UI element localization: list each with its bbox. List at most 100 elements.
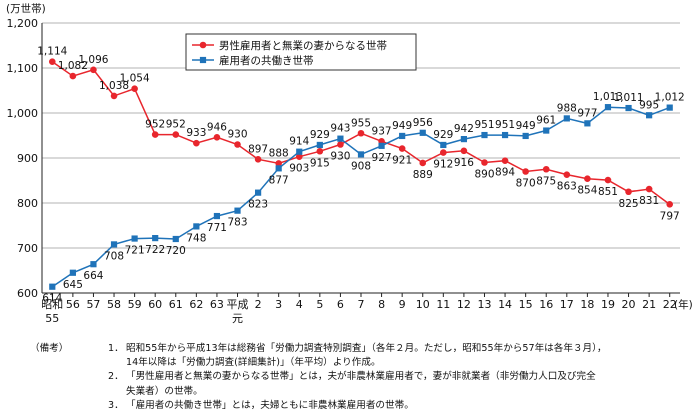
data-point-male-earner	[460, 147, 468, 155]
data-point-male-earner	[295, 153, 303, 160]
data-point-male-earner	[316, 147, 324, 155]
data-label: 930	[330, 151, 350, 163]
legend-label: 男性雇用者と無業の妻からなる世帯	[219, 39, 387, 52]
data-point-male-earner	[440, 149, 447, 156]
x-tick-label: 62	[189, 298, 203, 311]
x-tick-label: 2	[255, 298, 262, 311]
data-point-dual-earner	[316, 141, 323, 149]
data-label: 995	[639, 99, 659, 111]
data-point-dual-earner	[543, 127, 550, 134]
data-point-male-earner	[48, 58, 56, 65]
data-point-male-earner	[501, 157, 509, 164]
data-point-male-earner	[213, 134, 221, 141]
note-text-continued: 14年以降は「労働力調査(詳細集計)」（年平均）より作成。	[126, 357, 381, 369]
x-tick-label: 3	[275, 298, 282, 311]
x-tick-label: 元	[232, 312, 243, 325]
x-tick-label: 55	[45, 312, 59, 325]
data-label: 708	[104, 250, 124, 262]
data-point-dual-earner	[666, 104, 673, 111]
x-tick-label: 14	[498, 298, 512, 311]
x-tick-label: 6	[337, 298, 344, 311]
x-tick-label: 17	[560, 298, 574, 311]
data-point-dual-earner	[213, 212, 221, 220]
data-label: 720	[166, 245, 186, 257]
legend-label: 雇用者の共働き世帯	[219, 54, 314, 67]
data-point-male-earner	[625, 188, 632, 196]
data-label: 645	[63, 279, 83, 291]
legend-marker-circle	[199, 41, 207, 49]
data-label: 1,012	[655, 92, 685, 104]
x-tick-label: 12	[457, 298, 471, 311]
data-label: 949	[516, 120, 536, 132]
data-point-male-earner	[563, 171, 571, 178]
x-axis-label: (年)	[674, 298, 693, 311]
series-layer	[48, 58, 674, 290]
data-point-dual-earner	[501, 131, 509, 139]
data-label: 875	[536, 175, 556, 187]
data-point-male-earner	[254, 156, 262, 163]
x-tick-label: 4	[296, 298, 303, 311]
data-point-dual-earner	[49, 283, 56, 290]
data-label: 952	[166, 119, 186, 131]
x-tick-label: 5	[316, 298, 323, 311]
data-point-male-earner	[193, 139, 200, 147]
data-label: 748	[186, 232, 206, 244]
data-point-male-earner	[481, 159, 488, 166]
legend-box	[185, 33, 417, 71]
data-label: 1,038	[99, 80, 129, 92]
data-label: 823	[248, 199, 268, 211]
data-point-male-earner	[666, 201, 674, 208]
data-label: 951	[495, 119, 515, 131]
data-point-dual-earner	[378, 142, 385, 149]
data-label: 937	[372, 125, 392, 137]
data-point-dual-earner	[69, 269, 76, 276]
y-tick-label: 700	[17, 242, 38, 255]
data-label: 854	[577, 185, 597, 197]
data-point-dual-earner	[90, 261, 97, 268]
y-tick-label: 1,100	[7, 62, 39, 75]
x-tick-label: 昭和	[41, 298, 63, 311]
data-label: 664	[83, 270, 103, 282]
x-tick-label: 18	[580, 298, 594, 311]
x-tick-label: 16	[539, 298, 553, 311]
data-point-dual-earner	[152, 235, 159, 242]
data-label: 929	[310, 129, 330, 141]
data-point-male-earner	[151, 131, 159, 138]
data-point-male-earner	[522, 168, 529, 175]
data-label: 933	[186, 127, 206, 139]
data-label: 722	[145, 244, 165, 256]
data-point-male-earner	[234, 141, 241, 148]
x-tick-label: 11	[436, 298, 450, 311]
data-point-dual-earner	[172, 235, 179, 243]
y-tick-label: 600	[17, 287, 38, 300]
x-tick-label: 58	[107, 298, 121, 311]
data-point-male-earner	[90, 66, 97, 74]
x-tick-label: 21	[642, 298, 656, 311]
data-point-male-earner	[357, 129, 365, 137]
data-label: 783	[227, 217, 247, 229]
data-label: 1,054	[120, 73, 150, 85]
data-label: 889	[413, 169, 433, 181]
data-label: 914	[289, 136, 309, 148]
data-label: 614	[42, 293, 62, 305]
data-point-male-earner	[584, 175, 591, 182]
data-label: 771	[207, 222, 227, 234]
data-label: 952	[145, 119, 165, 131]
data-point-dual-earner	[604, 104, 612, 111]
x-tick-label: 22	[663, 298, 677, 311]
y-axis-label: (万世帯)	[6, 2, 46, 15]
data-point-dual-earner	[419, 129, 426, 136]
legend-marker-square	[199, 56, 207, 64]
data-label: 894	[495, 167, 515, 179]
data-point-male-earner	[110, 92, 118, 100]
data-label: 908	[351, 160, 371, 172]
data-point-dual-earner	[646, 112, 653, 119]
data-label: 1,096	[78, 54, 108, 66]
data-point-male-earner	[604, 176, 612, 184]
x-tick-label: 平成	[227, 298, 249, 311]
x-tick-label: 60	[148, 298, 162, 311]
data-label: 955	[351, 117, 371, 129]
